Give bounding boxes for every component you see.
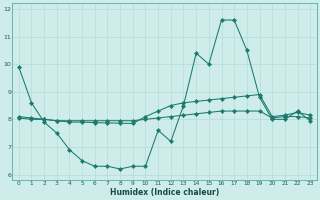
X-axis label: Humidex (Indice chaleur): Humidex (Indice chaleur) <box>110 188 219 197</box>
